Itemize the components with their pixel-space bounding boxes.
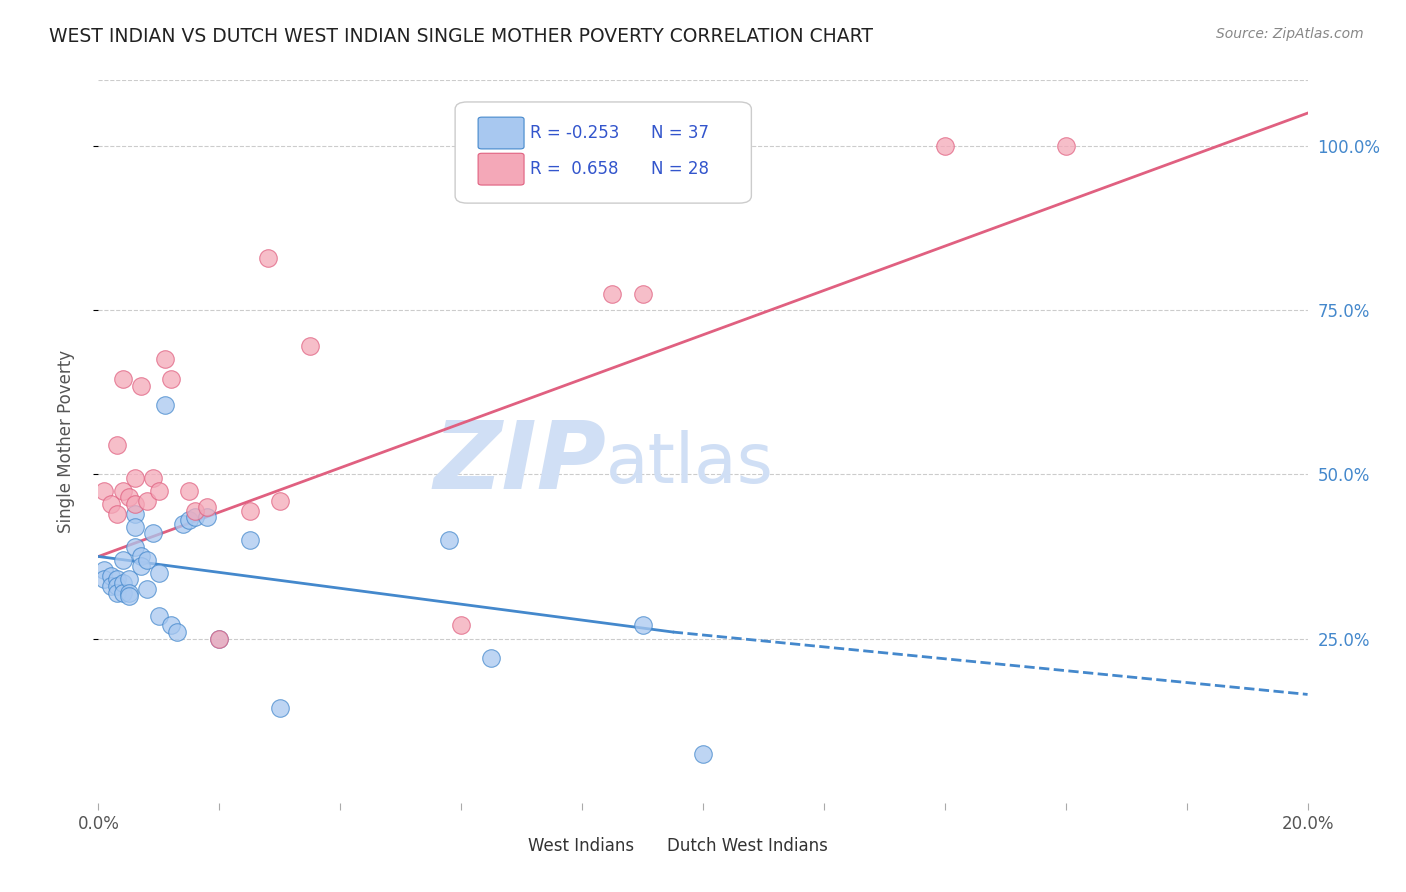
Point [100,579,122,593]
Point [118,585,141,599]
Point [124,507,146,521]
Point [631,618,654,632]
Point [195,510,218,524]
FancyBboxPatch shape [456,102,751,203]
Point [692,747,714,761]
Text: N = 37: N = 37 [651,124,709,142]
Point [934,139,956,153]
Point [135,582,157,597]
Point [105,438,128,452]
Point [450,618,472,632]
Text: West Indians: West Indians [527,838,634,855]
Point [481,651,503,665]
Point [148,483,170,498]
Point [129,549,152,564]
Point [153,352,176,367]
Point [105,573,128,587]
Point [105,585,128,599]
Text: Source: ZipAtlas.com: Source: ZipAtlas.com [1216,27,1364,41]
Point [269,700,291,714]
Text: Dutch West Indians: Dutch West Indians [666,838,828,855]
Point [105,579,128,593]
Point [118,573,141,587]
Point [195,500,218,515]
Point [602,286,624,301]
FancyBboxPatch shape [478,153,524,185]
Point [93,563,115,577]
Y-axis label: Single Mother Poverty: Single Mother Poverty [56,350,75,533]
Point [142,471,165,485]
Point [105,507,128,521]
Point [269,493,291,508]
Point [239,503,262,517]
Point [437,533,460,547]
Point [179,513,201,527]
Point [124,540,146,554]
Point [124,471,146,485]
Point [166,625,188,640]
Text: WEST INDIAN VS DUTCH WEST INDIAN SINGLE MOTHER POVERTY CORRELATION CHART: WEST INDIAN VS DUTCH WEST INDIAN SINGLE … [49,27,873,45]
Point [111,553,134,567]
Point [631,286,654,301]
Point [256,251,278,265]
Point [129,378,152,392]
Point [129,559,152,574]
Point [100,569,122,583]
Point [148,608,170,623]
Point [142,526,165,541]
Point [111,372,134,386]
Point [100,497,122,511]
Point [124,520,146,534]
FancyBboxPatch shape [478,117,524,149]
Point [184,503,207,517]
Text: ZIP: ZIP [433,417,606,509]
Text: R = -0.253: R = -0.253 [530,124,620,142]
Point [153,398,176,412]
Point [111,483,134,498]
Point [111,575,134,590]
Point [299,339,322,353]
Point [208,632,231,646]
Text: atlas: atlas [606,430,775,497]
Point [179,483,201,498]
Point [93,573,115,587]
Point [135,553,157,567]
Point [239,533,262,547]
FancyBboxPatch shape [475,838,519,864]
Point [148,566,170,580]
Point [184,510,207,524]
Point [160,618,183,632]
FancyBboxPatch shape [617,838,661,864]
Point [93,483,115,498]
Point [160,372,183,386]
Point [172,516,194,531]
Point [1054,139,1077,153]
Text: N = 28: N = 28 [651,161,709,178]
Text: R =  0.658: R = 0.658 [530,161,619,178]
Point [111,585,134,599]
Point [124,497,146,511]
Point [208,632,231,646]
Point [118,491,141,505]
Point [135,493,157,508]
Point [118,589,141,603]
